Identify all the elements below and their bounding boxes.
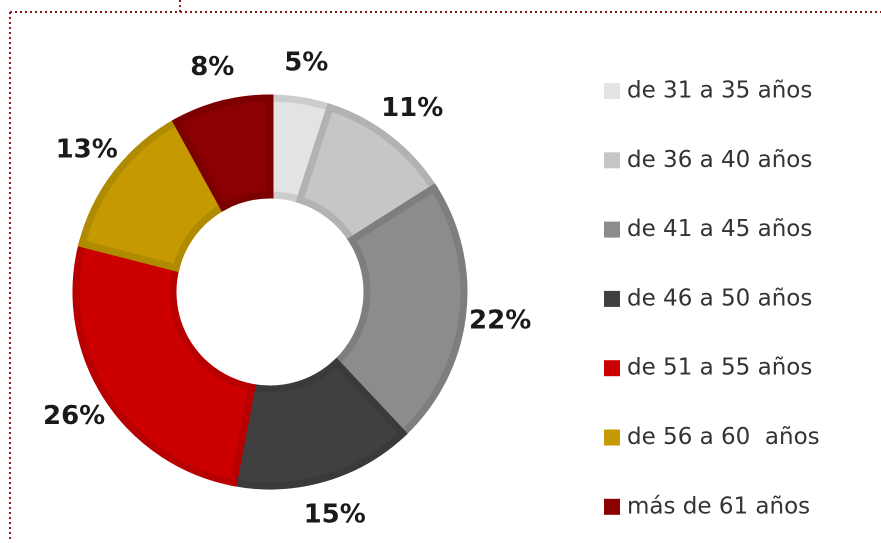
legend-swatch (604, 221, 620, 238)
legend-label: de 56 a 60 años (627, 424, 820, 450)
slice-label: 22% (469, 306, 531, 336)
legend-swatch (604, 498, 620, 515)
slice-label: 8% (190, 52, 234, 82)
slice-label: 5% (284, 47, 328, 77)
legend-swatch (604, 429, 620, 446)
legend-label: de 36 a 40 años (627, 147, 812, 173)
legend-swatch (604, 152, 620, 169)
legend-label: de 41 a 45 años (627, 216, 812, 242)
legend-swatch (604, 360, 620, 377)
slice-label: 13% (56, 134, 118, 164)
legend-label: de 51 a 55 años (627, 355, 812, 381)
legend-label: de 31 a 35 años (627, 78, 812, 104)
legend-label: más de 61 años (627, 493, 810, 519)
slice-label: 15% (304, 499, 366, 529)
slice-label: 11% (381, 93, 443, 123)
slice-label: 26% (43, 401, 105, 431)
donut-slice (72, 239, 256, 487)
frame-border (9, 0, 881, 539)
legend-swatch (604, 83, 620, 99)
legend-swatch (604, 290, 620, 307)
legend-label: de 46 a 50 años (627, 285, 812, 311)
donut-slice (171, 94, 274, 212)
donut-slice (331, 183, 468, 439)
